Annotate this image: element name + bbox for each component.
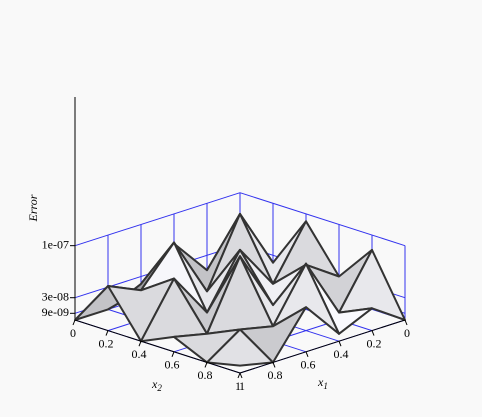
x1-tick-label: 0.6 bbox=[301, 358, 316, 372]
x2-label: x2 bbox=[151, 377, 162, 393]
z-tick-label: 3e-08 bbox=[42, 289, 69, 303]
x1-tick bbox=[371, 330, 375, 336]
x1-tick-label: 0.2 bbox=[367, 336, 382, 350]
x2-tick bbox=[204, 362, 208, 368]
x2-tick-label: 0.2 bbox=[99, 336, 114, 350]
x1-axis bbox=[239, 319, 406, 374]
x2-tick-label: 0.6 bbox=[165, 358, 180, 372]
x1-label-base: x bbox=[317, 375, 324, 389]
x1-tick bbox=[338, 341, 342, 347]
z-axis-label: Error bbox=[26, 194, 40, 222]
x1-tick bbox=[239, 372, 243, 379]
x1-tick-label: 0.8 bbox=[268, 368, 283, 382]
x2-label-sub: 2 bbox=[157, 383, 162, 393]
x1-tick bbox=[404, 319, 408, 326]
x1-tick bbox=[305, 351, 309, 357]
z-tick-label: 9e-09 bbox=[42, 305, 69, 319]
x2-tick-label: 1 bbox=[235, 379, 241, 393]
x2-tick bbox=[237, 372, 241, 379]
x1-tick bbox=[272, 362, 276, 368]
x1-tick-label: 1 bbox=[239, 379, 245, 393]
x1-tick-label: 0 bbox=[404, 326, 410, 340]
grid-line bbox=[74, 192, 241, 247]
x2-tick-label: 0.8 bbox=[198, 368, 213, 382]
surface-patch bbox=[206, 328, 274, 367]
x2-tick-label: 0.4 bbox=[132, 347, 147, 361]
grid-line bbox=[239, 192, 406, 247]
x2-tick bbox=[171, 351, 175, 357]
x1-label-sub: 1 bbox=[323, 381, 328, 391]
x1-tick-label: 0.4 bbox=[334, 347, 349, 361]
x2-tick-label: 0 bbox=[70, 326, 76, 340]
x1-label: x1 bbox=[317, 375, 328, 391]
x2-tick bbox=[72, 319, 76, 326]
x2-tick bbox=[105, 330, 109, 336]
x2-label-base: x bbox=[151, 377, 158, 391]
z-tick-label: 1e-07 bbox=[42, 237, 69, 251]
x2-tick bbox=[138, 341, 142, 347]
x2-axis bbox=[74, 319, 241, 374]
